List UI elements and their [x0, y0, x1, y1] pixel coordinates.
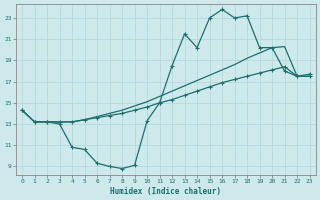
X-axis label: Humidex (Indice chaleur): Humidex (Indice chaleur): [110, 187, 221, 196]
